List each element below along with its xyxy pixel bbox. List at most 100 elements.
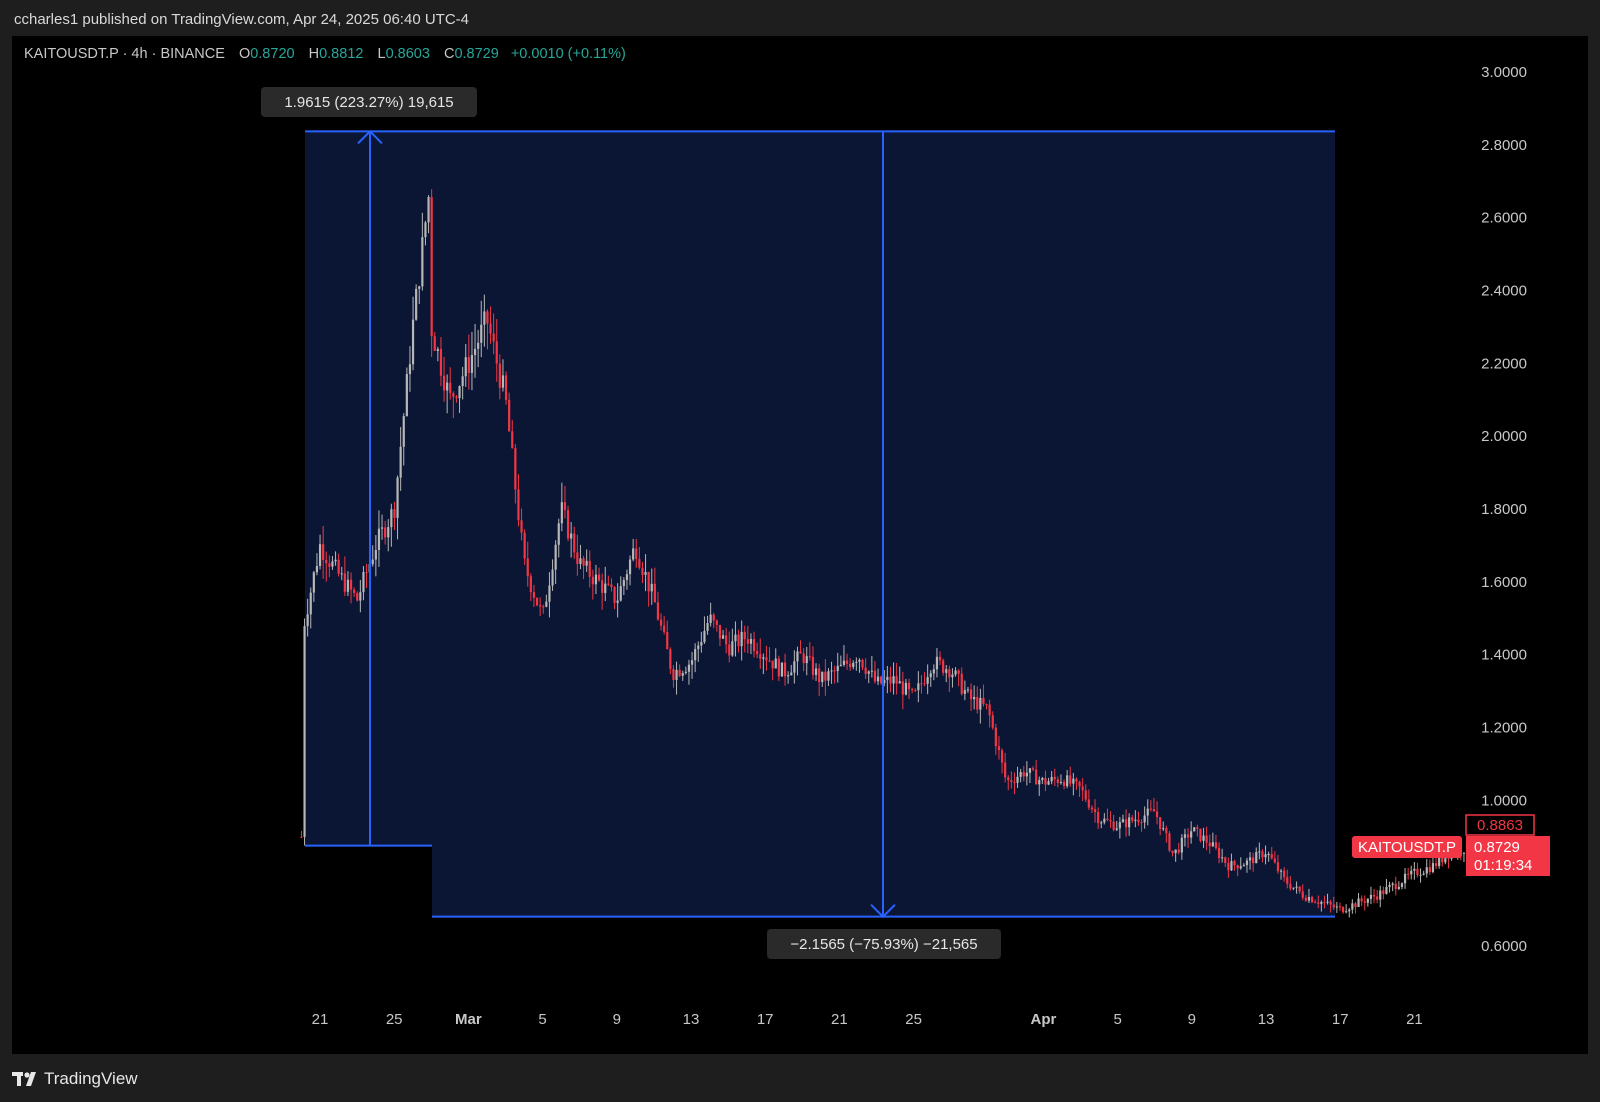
candle-body — [969, 689, 973, 700]
candle-body — [1332, 904, 1335, 908]
candle-body — [542, 606, 545, 608]
candle-body — [709, 614, 712, 624]
candle-body — [1248, 857, 1252, 861]
candle-body — [418, 286, 421, 289]
candle-body — [1137, 819, 1140, 823]
measure-up-label: 1.9615 (223.27%) 19,615 — [284, 94, 453, 111]
candle-body — [1227, 862, 1230, 871]
candle-body — [997, 746, 1001, 751]
candle-body — [377, 528, 381, 551]
tradingview-logo-icon[interactable] — [12, 1070, 40, 1088]
candle-body — [337, 559, 340, 574]
candle-body — [749, 639, 753, 644]
change-value: +0.0010 (+0.11%) — [510, 46, 626, 62]
candle-body — [1351, 903, 1354, 910]
candle-body — [684, 671, 687, 674]
y-tick-label: 1.0000 — [1481, 792, 1527, 809]
candle-body — [1038, 780, 1041, 785]
candle-body — [1397, 886, 1400, 889]
x-tick-label: 17 — [1332, 1011, 1349, 1028]
candle-body — [402, 416, 405, 447]
candle-body — [430, 197, 433, 337]
high-price-marker: 0.8863 — [1477, 817, 1523, 834]
candle-body — [805, 656, 808, 664]
candle-body — [1183, 834, 1187, 838]
candle-body — [480, 324, 483, 343]
candle-body — [309, 592, 312, 615]
candle-body — [991, 715, 994, 728]
candle-body — [455, 396, 458, 399]
candle-body — [762, 657, 765, 659]
candle-body — [1261, 851, 1264, 858]
candle-body — [703, 631, 706, 643]
candle-body — [1062, 781, 1066, 787]
candle-body — [938, 656, 942, 661]
candle-body — [300, 836, 303, 838]
candle-body — [690, 660, 694, 665]
candle-body — [740, 631, 743, 647]
candle-body — [1413, 868, 1416, 871]
candle-body — [483, 311, 486, 325]
candle-body — [458, 386, 461, 399]
candle-body — [1025, 772, 1028, 777]
candle-body — [985, 703, 988, 705]
candle-body — [808, 656, 811, 658]
measure-down-arrowhead — [870, 903, 896, 919]
candle-body — [818, 668, 821, 683]
candle-body — [1326, 901, 1329, 903]
y-tick-label: 2.8000 — [1481, 137, 1527, 154]
candle-body — [867, 671, 870, 674]
candle-body — [359, 592, 362, 601]
candle-body — [1307, 897, 1311, 901]
candle-body — [988, 704, 991, 716]
candle-body — [973, 696, 976, 700]
low-value: 0.8603 — [385, 46, 430, 62]
candle-body — [1000, 750, 1004, 763]
candle-body — [1205, 835, 1208, 843]
candle-body — [728, 644, 731, 656]
candle-body — [566, 510, 570, 539]
measure-down-label-bg — [767, 929, 1001, 959]
candle-body — [1007, 777, 1010, 781]
candle-body — [306, 614, 309, 627]
candle-body — [607, 583, 610, 585]
candle-body — [1462, 852, 1466, 854]
candle-body — [706, 623, 709, 632]
candle-body — [873, 670, 877, 682]
candle-body — [1109, 820, 1112, 822]
low-label: L — [377, 46, 386, 62]
candle-body — [396, 477, 399, 518]
candle-body — [1376, 896, 1379, 900]
candle-body — [315, 565, 319, 573]
candle-body — [374, 550, 377, 560]
candle-body — [1097, 812, 1100, 824]
candle-body — [771, 660, 774, 669]
high-price-marker-box — [1465, 814, 1535, 836]
x-tick-label: 25 — [386, 1011, 403, 1028]
candle-body — [914, 690, 917, 692]
candle-body — [1100, 822, 1103, 824]
x-tick-label: 5 — [1113, 1011, 1121, 1028]
candle-body — [597, 574, 601, 581]
candle-body — [1276, 862, 1280, 872]
candle-body — [1236, 865, 1239, 869]
tradingview-brand[interactable]: TradingView — [44, 1069, 138, 1088]
candle-body — [833, 670, 836, 672]
candle-body — [325, 560, 328, 564]
candle-body — [694, 649, 697, 661]
candle-body — [1425, 867, 1428, 874]
candle-body — [880, 676, 883, 684]
candle-body — [1177, 849, 1180, 853]
candle-body — [501, 375, 505, 388]
bar-countdown-label: 01:19:34 — [1474, 857, 1532, 874]
candle-body — [1047, 781, 1050, 785]
candle-body — [731, 641, 734, 656]
candle-body — [1348, 909, 1351, 912]
candle-body — [675, 669, 678, 680]
symbol-text[interactable]: KAITOUSDT.P · 4h · BINANCE — [24, 46, 225, 62]
candle-body — [793, 661, 796, 673]
candle-body — [1239, 866, 1242, 869]
candle-body — [1112, 821, 1115, 830]
candle-body — [666, 632, 669, 650]
